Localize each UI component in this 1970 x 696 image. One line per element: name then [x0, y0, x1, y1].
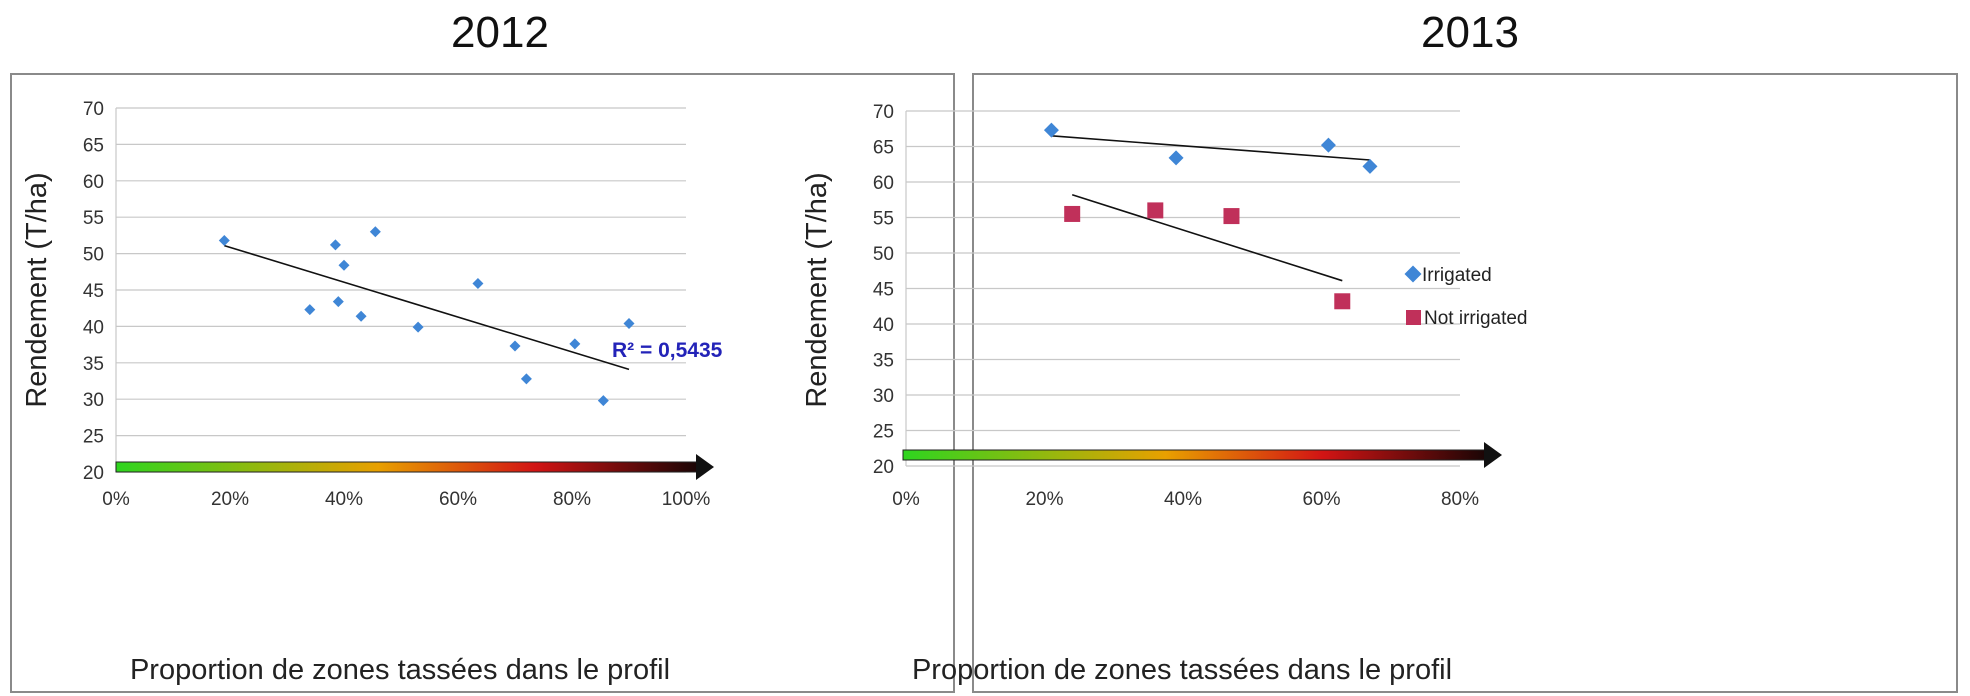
y-tick-label: 30	[873, 386, 894, 407]
data-point-square	[1064, 205, 1081, 222]
legend-2013: Irrigated Not irrigated	[1404, 265, 1528, 329]
data-point-diamond	[329, 239, 341, 251]
y-tick-label: 65	[83, 135, 104, 156]
y-tick-label: 20	[83, 463, 104, 484]
y-tick-label: 30	[83, 390, 104, 411]
x-tick-label: 40%	[325, 489, 363, 510]
data-point-square	[1223, 208, 1240, 225]
y-tick-label: 60	[873, 173, 894, 194]
x-tick-label: 60%	[439, 489, 477, 510]
x-tick-label: 0%	[892, 489, 920, 510]
data-point-diamond	[1168, 150, 1184, 166]
y-tick-label: 45	[83, 281, 104, 302]
legend-label-irrigated: Irrigated	[1422, 265, 1492, 286]
data-points-2013	[1043, 122, 1378, 310]
chart-title-2012: 2012	[451, 8, 549, 57]
x-tick-labels-2013: 0% 20% 40% 60% 80%	[892, 489, 1479, 510]
arrow-head	[696, 454, 714, 480]
data-points-2012	[218, 226, 635, 407]
data-point-square	[1147, 202, 1164, 219]
data-point-diamond	[369, 226, 381, 238]
severity-gradient-bar	[115, 461, 699, 473]
data-point-diamond	[472, 277, 484, 289]
y-tick-label: 60	[83, 172, 104, 193]
y-tick-label: 45	[873, 280, 894, 301]
x-tick-label: 40%	[1164, 489, 1202, 510]
trendline	[224, 244, 630, 371]
y-tick-label: 70	[873, 102, 894, 123]
data-point-diamond	[338, 259, 350, 271]
chart-frame-2012	[10, 73, 955, 693]
data-point-diamond	[623, 317, 635, 329]
x-tick-label: 80%	[553, 489, 591, 510]
y-tick-label: 50	[873, 244, 894, 265]
y-tick-labels-2013: 20 25 30 35 40 45 50 55 60 65 70	[873, 102, 894, 478]
y-axis-title-2012: Rendement (T/ha)	[21, 172, 53, 407]
y-tick-label: 50	[83, 245, 104, 266]
y-tick-label: 40	[873, 315, 894, 336]
x-axis-title-2013: Proportion de zones tassées dans le prof…	[912, 654, 1452, 686]
y-tick-label: 70	[83, 99, 104, 120]
data-point-diamond	[509, 340, 521, 352]
y-axis-title-2013: Rendement (T/ha)	[801, 172, 833, 407]
severity-arrow-2012	[115, 454, 714, 480]
y-tick-label: 35	[83, 354, 104, 375]
data-point-diamond	[569, 338, 581, 350]
y-tick-label: 40	[83, 317, 104, 338]
y-tick-label: 25	[83, 427, 104, 448]
trendline	[1071, 194, 1343, 282]
grid-lines-2012	[115, 107, 686, 473]
x-tick-label: 20%	[1025, 489, 1063, 510]
data-point-diamond	[520, 373, 532, 385]
scatter-panel-2012: 20 25 30 35 40 45 50 55 60 65 70 0% 20% 40% 60% 80% 100…	[21, 99, 723, 686]
y-tick-label: 65	[873, 138, 894, 159]
data-point-diamond	[332, 296, 344, 308]
y-tick-label: 20	[873, 457, 894, 478]
data-point-diamond	[412, 321, 424, 333]
data-point-diamond	[355, 310, 367, 322]
grid-lines-2013	[905, 110, 1460, 467]
data-point-diamond	[304, 304, 316, 316]
y-tick-labels-2012: 20 25 30 35 40 45 50 55 60 65 70	[83, 99, 104, 484]
severity-arrow-2013	[902, 442, 1502, 468]
chart-title-2013: 2013	[1421, 8, 1519, 57]
data-point-diamond	[1362, 158, 1378, 174]
data-point-diamond	[1320, 137, 1336, 153]
y-tick-label: 55	[83, 208, 104, 229]
data-point-diamond	[597, 395, 609, 407]
x-tick-label: 20%	[211, 489, 249, 510]
severity-gradient-bar	[902, 449, 1487, 461]
x-tick-labels-2012: 0% 20% 40% 60% 80% 100%	[102, 489, 710, 510]
legend-marker-irrigated	[1404, 265, 1422, 283]
x-axis-title-2012: Proportion de zones tassées dans le prof…	[130, 654, 670, 686]
legend-label-not-irrigated: Not irrigated	[1424, 308, 1528, 329]
r-squared-annotation: R² = 0,5435	[612, 339, 723, 362]
legend-marker-not-irrigated	[1406, 310, 1421, 325]
trendlines-2012	[224, 244, 630, 371]
y-tick-label: 35	[873, 351, 894, 372]
x-tick-label: 0%	[102, 489, 130, 510]
arrow-head	[1484, 442, 1502, 468]
x-tick-label: 100%	[662, 489, 711, 510]
data-point-diamond	[1043, 122, 1059, 138]
x-tick-label: 60%	[1302, 489, 1340, 510]
trendlines-2013	[1051, 135, 1371, 282]
data-point-square	[1334, 293, 1351, 310]
data-point-diamond	[218, 234, 230, 246]
chart-frame-2013	[972, 73, 1958, 693]
x-tick-label: 80%	[1441, 489, 1479, 510]
scatter-panel-2013: 20 25 30 35 40 45 50 55 60 65 70 0% 20% 40% 60% 80% Ir…	[801, 102, 1528, 686]
y-tick-label: 55	[873, 209, 894, 230]
trendline	[1051, 135, 1371, 161]
y-tick-label: 25	[873, 422, 894, 443]
